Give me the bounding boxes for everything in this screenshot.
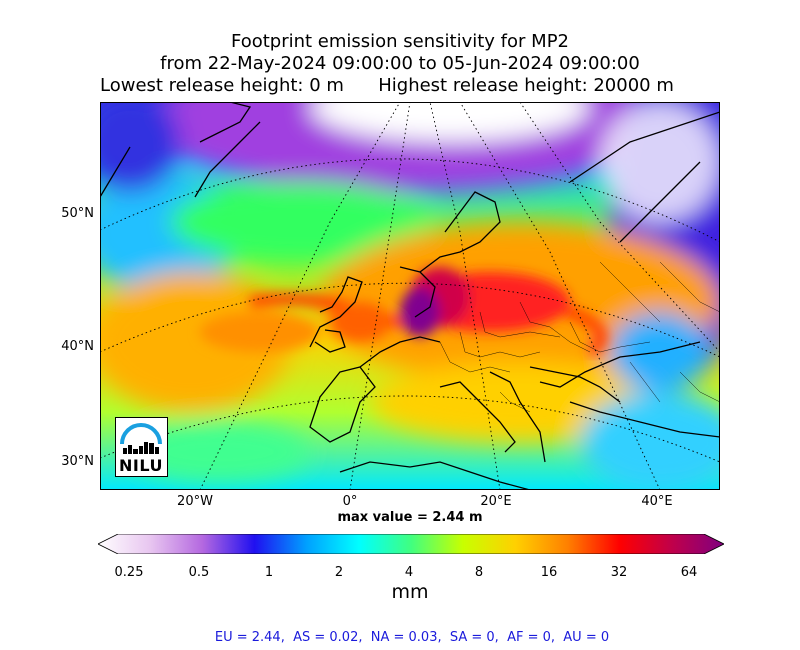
max-value-label: max value = 2.44 m xyxy=(337,510,483,525)
footprint-map xyxy=(100,102,720,490)
nilu-logo: NILU xyxy=(115,417,168,477)
colorbar-tick: 16 xyxy=(540,565,558,580)
colorbar-fill xyxy=(98,534,724,554)
lat-label: 50°N xyxy=(61,206,94,221)
colorbar xyxy=(98,534,724,554)
colorbar-tick: 2 xyxy=(334,565,344,580)
colorbar-tick: 0.25 xyxy=(114,565,144,580)
colorbar-tick: 64 xyxy=(680,565,698,580)
coastlines xyxy=(100,102,720,490)
nilu-logo-text: NILU xyxy=(119,456,163,475)
colorbar-unit: mm xyxy=(391,581,429,603)
map-release-heights: Lowest release height: 0 m Highest relea… xyxy=(100,75,674,96)
colorbar-tick: 0.5 xyxy=(188,565,210,580)
lon-label: 20°W xyxy=(177,494,213,509)
lat-label: 40°N xyxy=(61,339,94,354)
colorbar-tick: 32 xyxy=(610,565,628,580)
map-time-range: from 22-May-2024 09:00:00 to 05-Jun-2024… xyxy=(160,53,640,74)
region-summary: EU = 2.44, AS = 0.02, NA = 0.03, SA = 0,… xyxy=(214,630,610,645)
colorbar-tick: 1 xyxy=(264,565,274,580)
lon-label: 0° xyxy=(342,494,358,509)
graticule xyxy=(100,102,720,490)
country-borders xyxy=(439,261,720,413)
map-title: Footprint emission sensitivity for MP2 xyxy=(230,31,569,52)
lon-label: 40°E xyxy=(641,494,673,509)
colorbar-tick: 4 xyxy=(404,565,414,580)
map-frame xyxy=(100,102,720,490)
colorbar-tick: 8 xyxy=(474,565,484,580)
nilu-logo-graphic xyxy=(120,423,162,454)
lat-label: 30°N xyxy=(61,454,94,469)
lon-label: 20°E xyxy=(480,494,512,509)
